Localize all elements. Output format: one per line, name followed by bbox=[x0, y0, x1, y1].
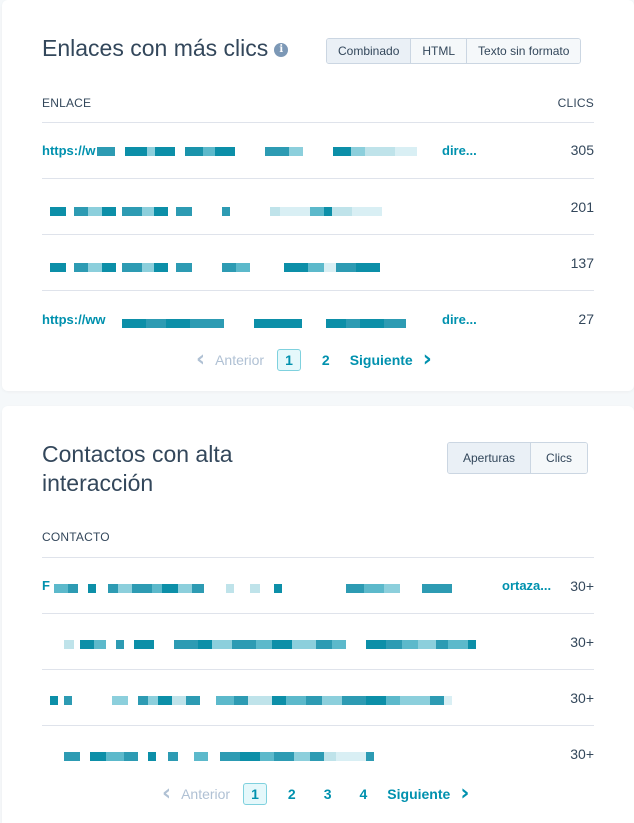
chevron-left-icon[interactable]: ‹ bbox=[162, 781, 172, 806]
next-page-button[interactable]: Siguiente bbox=[349, 351, 413, 368]
links-card: Enlaces con más clics i Combinado HTML Te… bbox=[2, 0, 634, 391]
segment-plain-text[interactable]: Texto sin formato bbox=[466, 39, 581, 63]
segment-opens[interactable]: Aperturas bbox=[448, 443, 531, 473]
links-pagination: ‹ Anterior 1 2 Siguiente › bbox=[196, 347, 432, 372]
link-row-4-prefix[interactable]: https://ww bbox=[42, 312, 106, 327]
page-1-button[interactable]: 1 bbox=[277, 348, 301, 371]
info-icon[interactable]: i bbox=[274, 42, 289, 57]
value-row-3: 30+ bbox=[570, 690, 594, 706]
links-title-text: Enlaces con más clics bbox=[42, 35, 269, 61]
divider bbox=[42, 613, 594, 614]
page-3-button[interactable]: 3 bbox=[323, 785, 332, 802]
clicks-row-1: 305 bbox=[570, 142, 594, 158]
value-row-1: 30+ bbox=[570, 578, 594, 594]
column-header-contact[interactable]: CONTACTO bbox=[42, 530, 110, 544]
clicks-row-3: 137 bbox=[570, 255, 594, 271]
value-row-4: 30+ bbox=[570, 746, 594, 762]
contacts-view-toggle: Aperturas Clics bbox=[447, 442, 589, 474]
chevron-right-icon[interactable]: › bbox=[422, 347, 432, 372]
divider bbox=[42, 234, 594, 235]
chevron-right-icon[interactable]: › bbox=[460, 781, 470, 806]
chevron-left-icon[interactable]: ‹ bbox=[196, 347, 206, 372]
links-view-toggle: Combinado HTML Texto sin formato bbox=[326, 38, 582, 64]
divider bbox=[42, 122, 594, 123]
column-header-clicks[interactable]: CLICS bbox=[557, 96, 594, 110]
previous-page-button[interactable]: Anterior bbox=[181, 785, 231, 802]
links-card-title: Enlaces con más clics i bbox=[42, 34, 289, 63]
redacted-link-2 bbox=[50, 207, 382, 216]
redacted-contact-2 bbox=[64, 640, 476, 649]
previous-page-button[interactable]: Anterior bbox=[215, 351, 265, 368]
value-row-2: 30+ bbox=[570, 634, 594, 650]
clicks-row-2: 201 bbox=[570, 199, 594, 215]
segment-clicks[interactable]: Clics bbox=[530, 443, 588, 473]
contact-row-1-prefix[interactable]: F bbox=[42, 578, 50, 593]
column-header-link[interactable]: ENLACE bbox=[42, 96, 92, 110]
divider bbox=[42, 290, 594, 291]
contact-row-1-suffix[interactable]: ortaza... bbox=[502, 578, 552, 593]
redacted-contact-3 bbox=[50, 696, 452, 705]
divider bbox=[42, 557, 594, 558]
divider bbox=[42, 725, 594, 726]
link-row-4-suffix[interactable]: dire... bbox=[442, 312, 477, 327]
contacts-card-title: Contactos con alta interacción bbox=[42, 441, 233, 496]
redacted-link-1 bbox=[97, 147, 417, 156]
next-page-button[interactable]: Siguiente bbox=[387, 785, 451, 802]
page-2-button[interactable]: 2 bbox=[287, 785, 296, 802]
redacted-contact-4 bbox=[64, 752, 374, 761]
redacted-contact-1 bbox=[54, 584, 452, 593]
page-2-button[interactable]: 2 bbox=[321, 351, 330, 368]
redacted-link-3 bbox=[50, 263, 380, 272]
link-row-1-prefix[interactable]: https://w bbox=[42, 143, 96, 158]
redacted-link-4 bbox=[122, 319, 406, 328]
divider bbox=[42, 669, 594, 670]
segment-html[interactable]: HTML bbox=[410, 39, 467, 63]
clicks-row-4: 27 bbox=[578, 311, 594, 327]
segment-combined[interactable]: Combinado bbox=[327, 39, 411, 63]
contacts-pagination: ‹ Anterior 1 2 3 4 Siguiente › bbox=[162, 781, 469, 806]
divider bbox=[42, 178, 594, 179]
page-1-button[interactable]: 1 bbox=[243, 782, 267, 805]
link-row-1-suffix[interactable]: dire... bbox=[442, 143, 477, 158]
page-4-button[interactable]: 4 bbox=[359, 785, 368, 802]
contacts-card: Contactos con alta interacción Aperturas… bbox=[2, 406, 634, 823]
